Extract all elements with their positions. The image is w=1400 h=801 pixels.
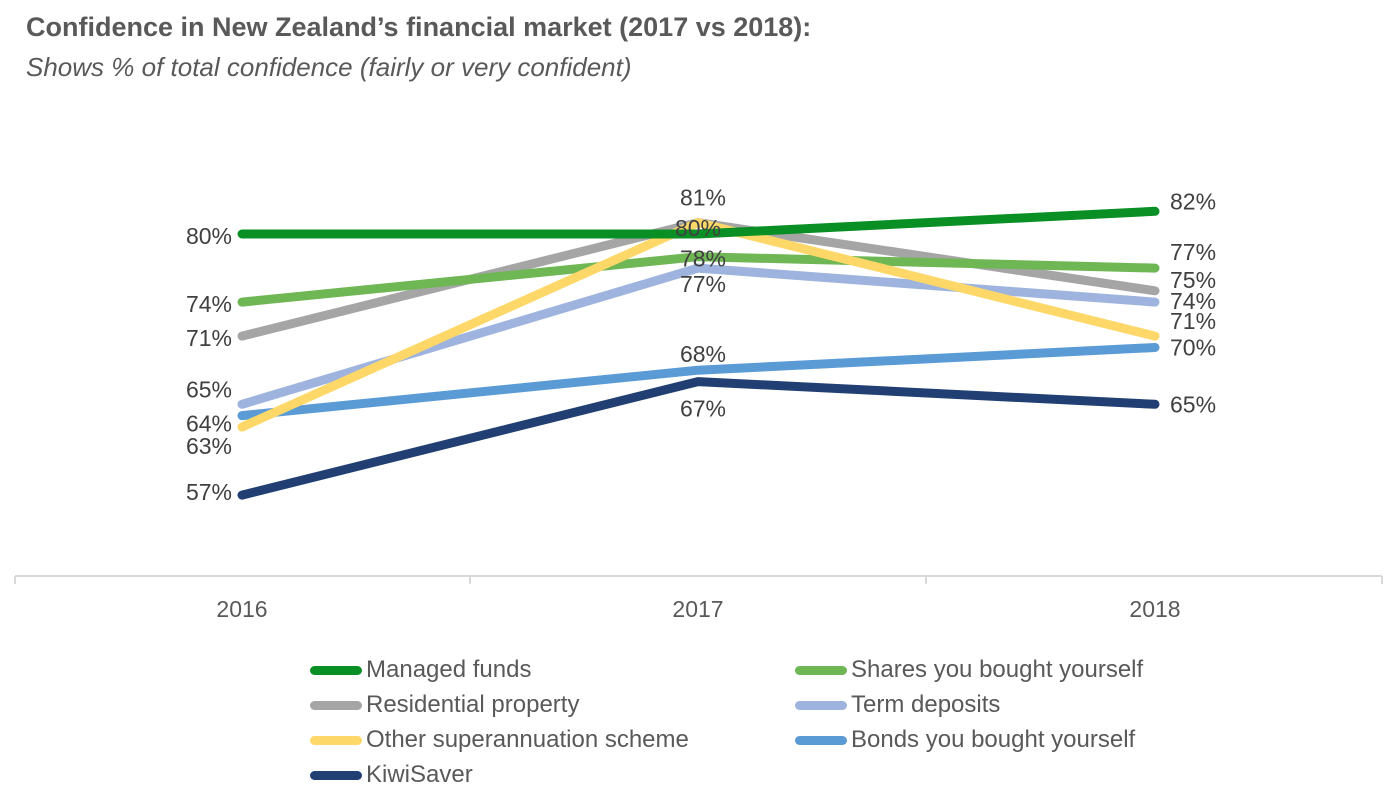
legend-swatch (310, 700, 362, 710)
data-label: 67% (680, 396, 726, 422)
data-label: 74% (1170, 288, 1216, 314)
series-line-other-superannuation-scheme (237, 218, 1160, 432)
data-label: 81% (680, 185, 726, 211)
series-line-kiwisaver (237, 377, 1160, 500)
legend-label: Other superannuation scheme (366, 726, 689, 753)
legend-label: Term deposits (851, 691, 1001, 718)
series-line-bonds-you-bought-yourself (237, 343, 1160, 421)
legend-item: KiwiSaver (310, 761, 473, 789)
chart-legend: Managed funds Shares you bought yourself R… (310, 656, 1310, 796)
data-label: 74% (186, 291, 232, 317)
legend-swatch (795, 700, 847, 710)
legend-item: Bonds you bought yourself (795, 726, 1135, 754)
x-tick-label: 2016 (216, 596, 267, 622)
data-label: 77% (1170, 239, 1216, 265)
legend-item: Residential property (310, 691, 579, 719)
legend-item: Term deposits (795, 691, 1000, 719)
data-label: 77% (680, 271, 726, 297)
legend-item: Shares you bought yourself (795, 656, 1143, 684)
data-label: 80% (186, 223, 232, 249)
series-line-shares-you-bought-yourself (237, 252, 1160, 307)
data-label: 75% (1170, 267, 1216, 293)
legend-swatch (310, 735, 362, 745)
data-label: 71% (186, 325, 232, 351)
data-label: 78% (680, 246, 726, 272)
legend-label: Managed funds (366, 656, 532, 683)
legend-item: Managed funds (310, 656, 531, 684)
data-label: 80% (675, 215, 721, 241)
data-label: 82% (1170, 188, 1216, 214)
legend-label: Residential property (366, 691, 580, 718)
x-tick-label: 2017 (672, 596, 723, 622)
data-label: 57% (186, 479, 232, 505)
legend-swatch (310, 770, 362, 780)
legend-item: Other superannuation scheme (310, 726, 689, 754)
data-label: 68% (680, 341, 726, 367)
x-tick-label: 2018 (1129, 596, 1180, 622)
data-label: 63% (186, 433, 232, 459)
legend-label: KiwiSaver (366, 761, 473, 788)
legend-swatch (795, 735, 847, 745)
series-line-managed-funds (237, 206, 1160, 239)
legend-swatch (310, 665, 362, 675)
chart-subtitle: Shows % of total confidence (fairly or v… (26, 52, 632, 82)
data-label: 65% (1170, 391, 1216, 417)
chart-title: Confidence in New Zealand’s financial ma… (26, 12, 812, 42)
data-label: 64% (186, 411, 232, 437)
legend-label: Shares you bought yourself (851, 656, 1144, 683)
legend-swatch (795, 665, 847, 675)
data-label: 65% (186, 376, 232, 402)
legend-label: Bonds you bought yourself (851, 726, 1136, 753)
data-label: 70% (1170, 335, 1216, 361)
data-label: 71% (1170, 308, 1216, 334)
